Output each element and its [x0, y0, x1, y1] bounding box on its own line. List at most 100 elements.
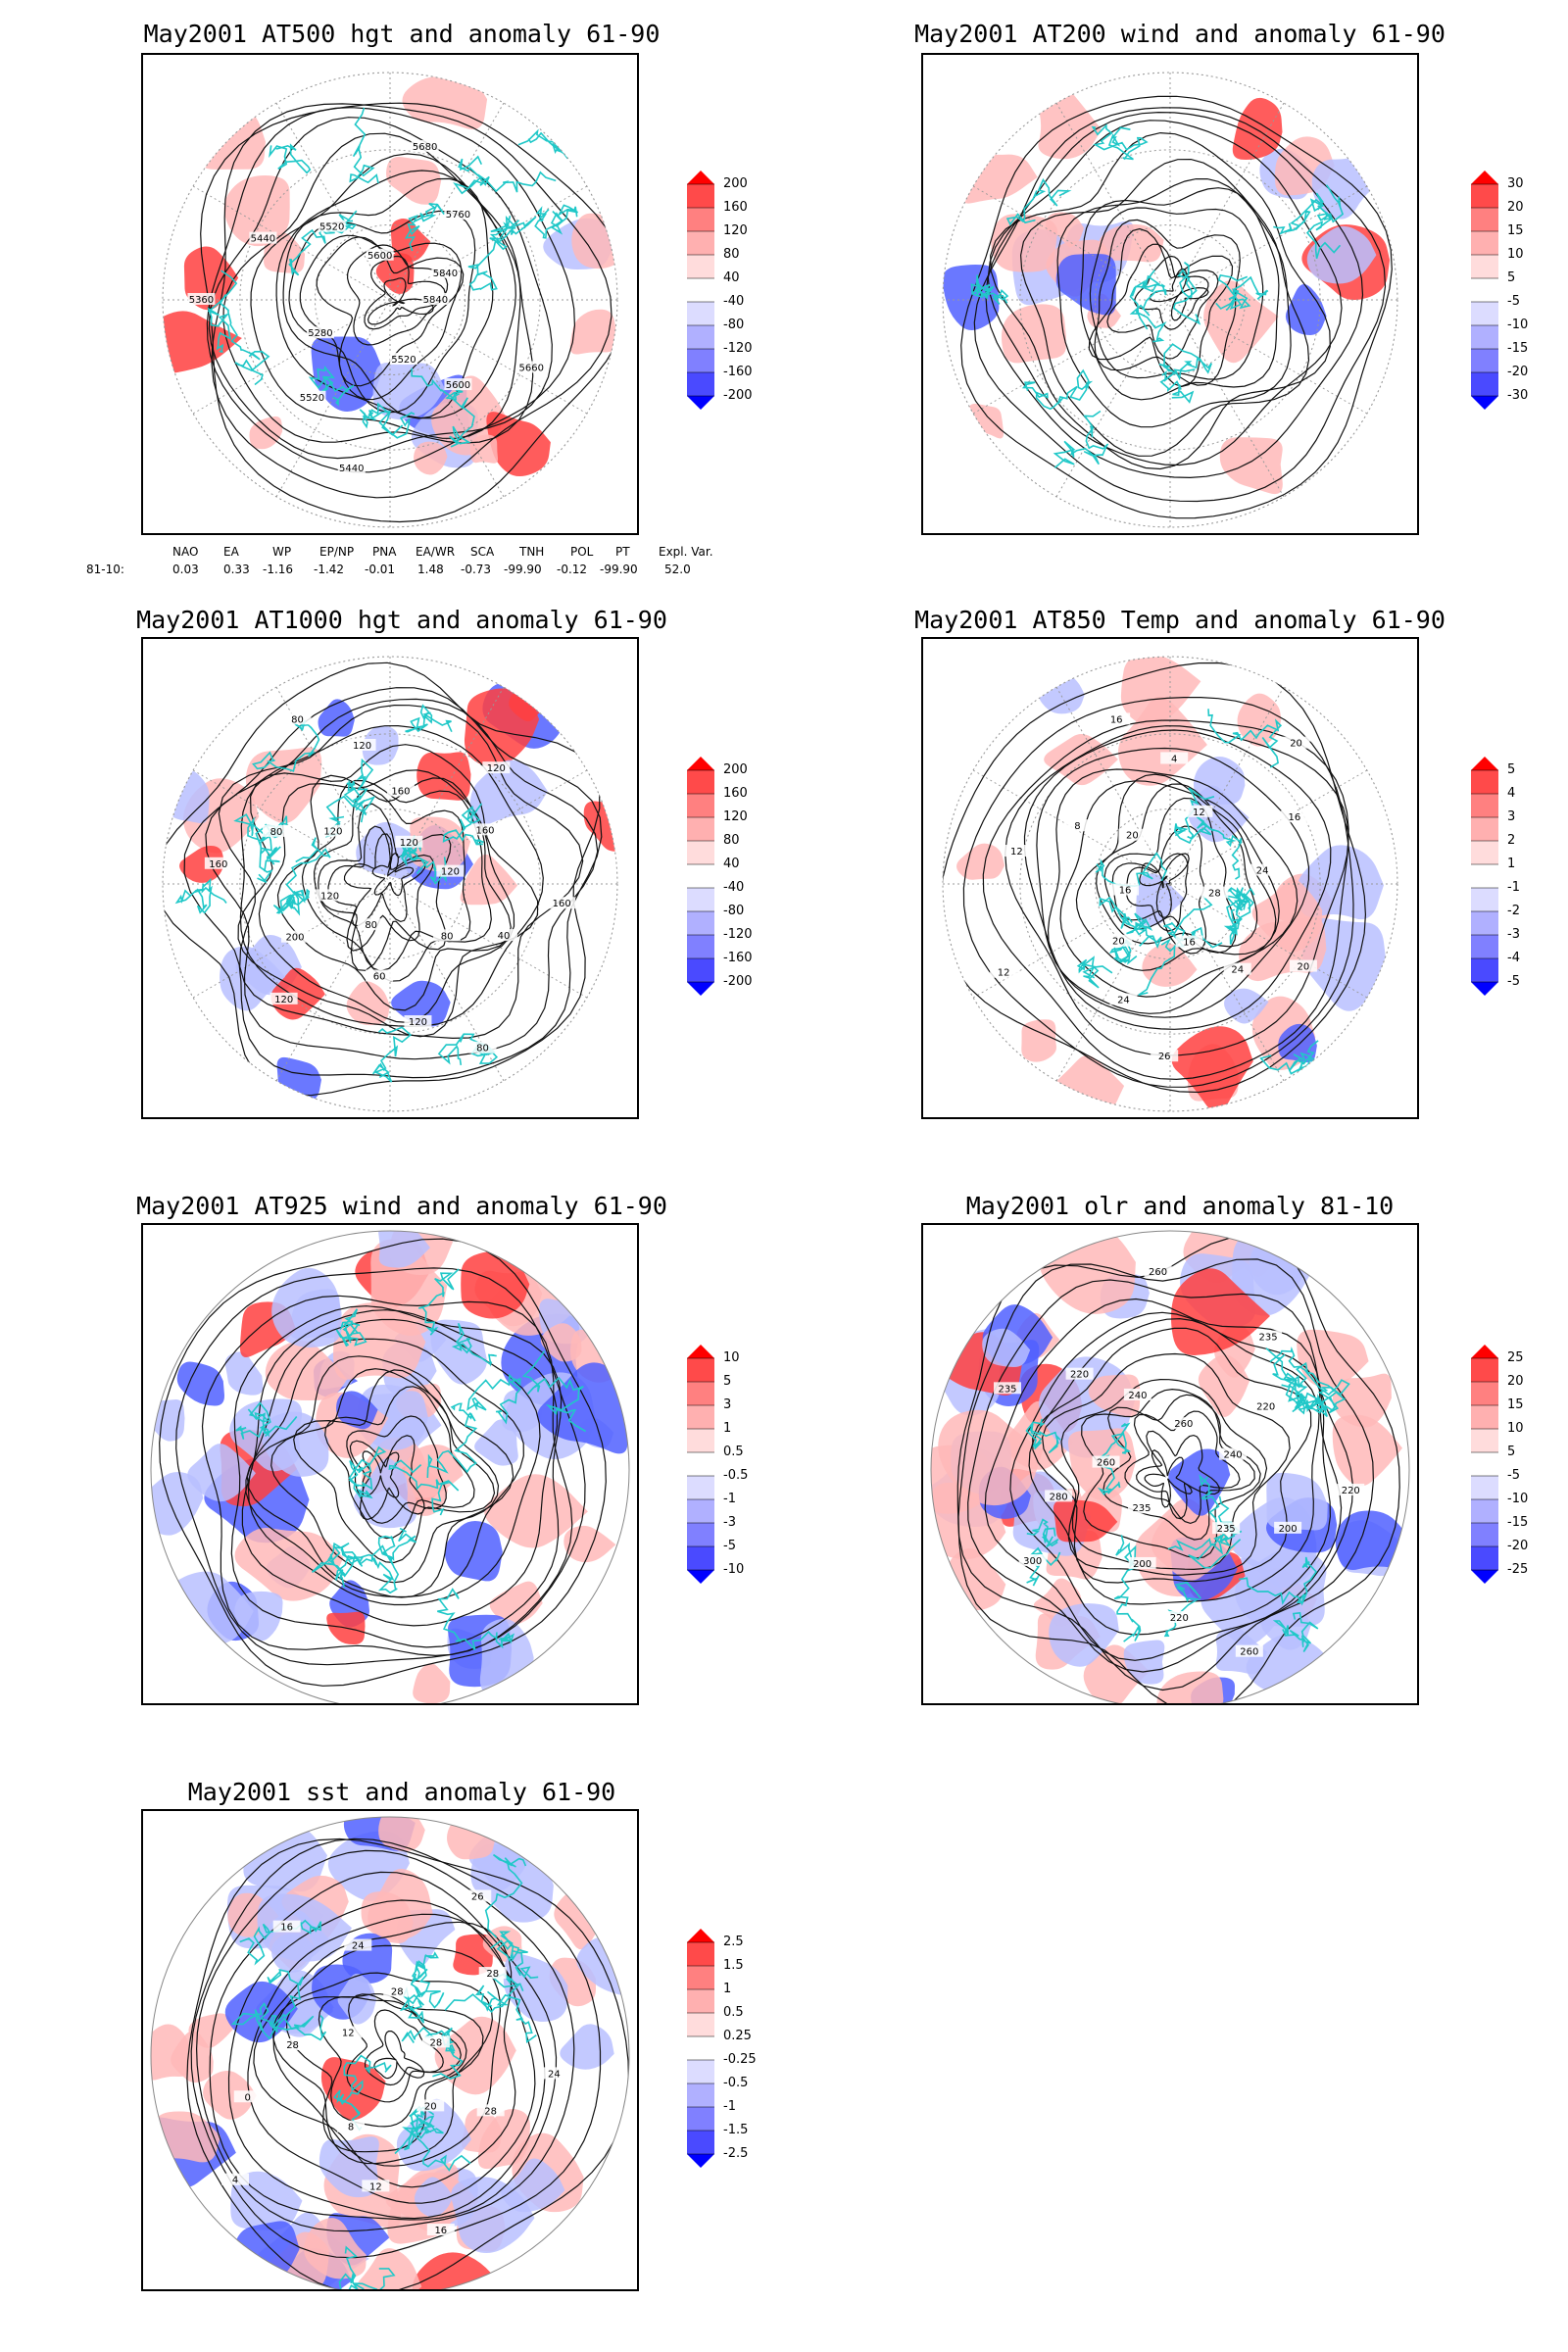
contour-label-bg [1102, 712, 1131, 725]
negative-anomaly-area [234, 2221, 300, 2285]
map-plot-area [931, 1231, 1409, 1703]
colorbar-tick-label: 20 [1507, 200, 1524, 215]
negative-anomaly-area [1123, 1640, 1165, 1685]
contour-label-bg [334, 2026, 363, 2038]
contour-line [163, 662, 601, 1097]
coastline [235, 1268, 587, 1651]
colorbar-segment [687, 1546, 714, 1570]
table-cell: -99.90 [600, 563, 638, 576]
colorbar-tick-label: -5 [1507, 1468, 1520, 1483]
contour-label-bg [1274, 1521, 1302, 1534]
colorbar-max-triangle [687, 171, 714, 184]
colorbar-segment [1471, 817, 1498, 841]
colorbar-tick-label: -0.25 [723, 2052, 757, 2067]
positive-anomaly-area [1170, 1268, 1270, 1356]
positive-anomaly-area [1021, 1019, 1056, 1062]
contour-label-bg [1045, 1490, 1073, 1502]
contour-label: 24 [1117, 995, 1130, 1005]
colorbar-svg [1471, 757, 1498, 996]
colorbar-tick-label: -1.5 [723, 2123, 749, 2137]
negative-anomaly-area [230, 2171, 303, 2230]
contour-label-bg [362, 2180, 390, 2192]
colorbar-min-triangle [687, 1570, 714, 1584]
contour-label-bg [1337, 1483, 1365, 1495]
contour-line [1009, 1311, 1332, 1636]
meridian-line [972, 883, 1171, 999]
colorbar-segment [1471, 864, 1498, 888]
contour-label-bg [366, 248, 394, 261]
contour-line [973, 107, 1387, 503]
colorbar-max-triangle [687, 1345, 714, 1358]
contour-line [206, 107, 576, 473]
colorbar-tick-label: 2.5 [723, 1935, 744, 1949]
contour-label: 160 [391, 787, 410, 798]
contour-label-bg [270, 992, 298, 1004]
negative-anomaly-area [560, 2024, 614, 2070]
contour-label: 16 [1183, 938, 1196, 949]
contour-label-bg [272, 1920, 301, 1933]
colorbar-tick-label: 20 [1507, 1374, 1524, 1389]
contour-label: 5840 [423, 295, 448, 306]
contour-label-bg [421, 2035, 450, 2048]
contour-line [1041, 1352, 1291, 1576]
map-boundary [162, 72, 618, 528]
table-cell: -99.90 [504, 563, 542, 576]
contour-label-bg [431, 266, 460, 278]
contour-label-bg [1185, 805, 1213, 817]
colorbar-tick-label: 160 [723, 200, 748, 215]
contour-label: 26 [1158, 1052, 1171, 1062]
colorbar-svg [1471, 1345, 1498, 1584]
colorbar-segment [1471, 1382, 1498, 1405]
meridian-line [275, 299, 391, 498]
colorbar-segment [1471, 1499, 1498, 1523]
contour-label: 200 [1279, 1524, 1298, 1535]
positive-anomaly-area [569, 309, 617, 355]
table-header: PNA [372, 545, 397, 559]
negative-anomaly-area [257, 1893, 352, 1962]
contour-label: 20 [1290, 739, 1302, 750]
contour-line [1102, 1394, 1255, 1541]
contour-label: 120 [320, 891, 339, 902]
colorbar-tick-label: -10 [1507, 318, 1529, 332]
contour-label-bg [540, 2067, 568, 2080]
contour-label: 5440 [251, 234, 275, 245]
meridian-line [972, 185, 1171, 301]
table-header: NAO [172, 545, 199, 559]
contour-line [967, 1279, 1354, 1673]
positive-anomaly-area [1038, 87, 1102, 160]
colorbar-tick-label: 120 [723, 809, 748, 824]
colorbar-tick-label: 4 [1507, 786, 1516, 801]
contour-line [245, 1338, 524, 1598]
colorbar-max-triangle [687, 757, 714, 770]
colorbar-segment [1471, 1452, 1498, 1476]
meridian-line [389, 102, 505, 301]
colorbar-segment [687, 841, 714, 864]
contour-line [346, 244, 449, 346]
contour-line [250, 153, 521, 439]
colorbar-tick-label: 40 [723, 270, 740, 285]
colorbar-tick-label: -2 [1507, 904, 1520, 918]
colorbar-segment [687, 1966, 714, 1989]
colorbar-svg [687, 171, 714, 410]
contour-label: 280 [1050, 1492, 1068, 1502]
colorbar-segment [687, 1452, 714, 1476]
colorbar-segment [1471, 325, 1498, 349]
positive-anomaly-area [469, 434, 499, 464]
contour-line [239, 724, 544, 1027]
colorbar-segment [1471, 255, 1498, 278]
contour-label-bg [1065, 1367, 1094, 1380]
table-row-label: 81-10: [86, 563, 124, 576]
positive-anomaly-area [1120, 657, 1201, 727]
colorbar-tick-label: 0.25 [723, 2029, 752, 2043]
colorbar-tick-label: 3 [1507, 809, 1516, 824]
colorbar-tick-label: -25 [1507, 1562, 1529, 1577]
positive-anomaly-area [368, 1868, 433, 1940]
contour-label: 20 [1126, 831, 1139, 842]
colorbar-max-triangle [1471, 171, 1498, 184]
contour-line [364, 2009, 444, 2086]
map-p7: 28 24 28 20 16 12 8 4 0 28 12 16 24 28 26 28 [141, 1809, 639, 2291]
negative-anomaly-area [1168, 1448, 1231, 1516]
contour-label: 5600 [446, 380, 470, 391]
contour-label-bg [1254, 1330, 1283, 1343]
contour-label: 20 [1298, 962, 1310, 973]
